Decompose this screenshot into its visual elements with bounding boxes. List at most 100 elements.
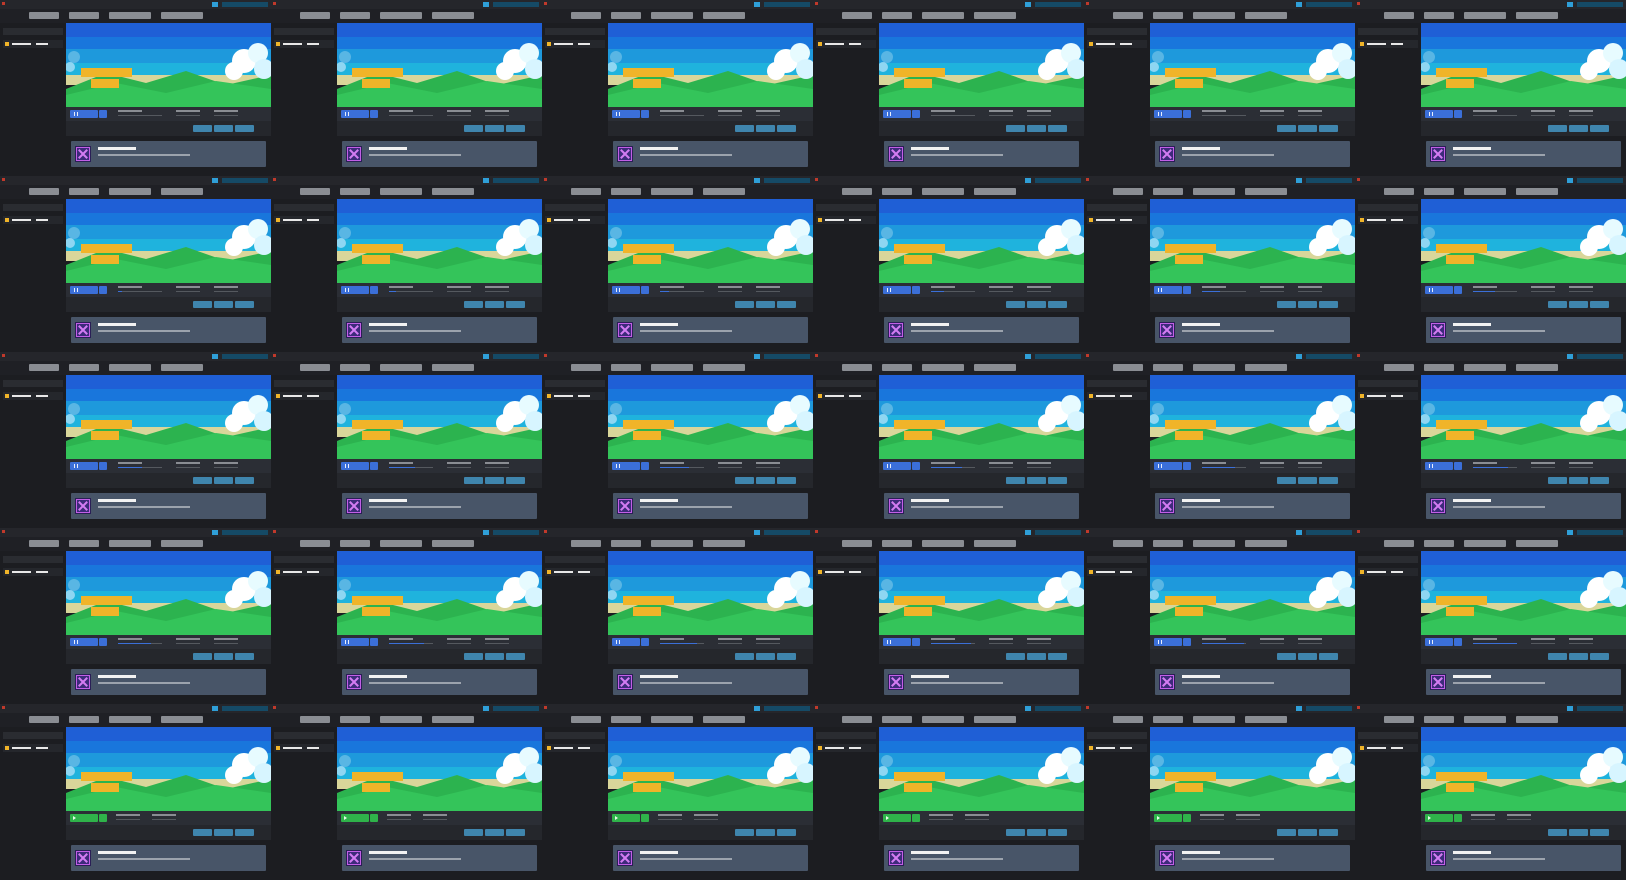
- stop-button[interactable]: [912, 638, 920, 646]
- nav-tab-3[interactable]: [922, 716, 964, 723]
- link-button-3[interactable]: [1319, 829, 1338, 836]
- library-search-input[interactable]: [816, 204, 876, 211]
- library-game-row[interactable]: [274, 216, 334, 224]
- stop-button[interactable]: [99, 462, 107, 470]
- close-dot-icon[interactable]: [815, 2, 818, 5]
- nav-tab-3[interactable]: [109, 188, 151, 195]
- stop-button[interactable]: [641, 110, 649, 118]
- link-button-3[interactable]: [1590, 301, 1609, 308]
- pause-button[interactable]: [1425, 638, 1453, 646]
- download-icon[interactable]: [483, 706, 489, 711]
- nav-tab-1[interactable]: [1113, 716, 1143, 723]
- nav-tab-4[interactable]: [161, 716, 203, 723]
- link-button-3[interactable]: [1319, 125, 1338, 132]
- nav-tab-1[interactable]: [29, 364, 59, 371]
- close-dot-icon[interactable]: [1086, 2, 1089, 5]
- link-button-3[interactable]: [235, 125, 254, 132]
- nav-tab-3[interactable]: [1193, 716, 1235, 723]
- nav-tab-2[interactable]: [1153, 364, 1183, 371]
- nav-tab-2[interactable]: [69, 364, 99, 371]
- play-button[interactable]: [1425, 814, 1453, 822]
- link-button-1[interactable]: [193, 653, 212, 660]
- nav-tab-1[interactable]: [571, 12, 601, 19]
- link-button-1[interactable]: [193, 301, 212, 308]
- close-dot-icon[interactable]: [544, 530, 547, 533]
- nav-tab-1[interactable]: [1384, 540, 1414, 547]
- nav-tab-2[interactable]: [611, 540, 641, 547]
- link-button-1[interactable]: [1006, 829, 1025, 836]
- stop-button[interactable]: [99, 286, 107, 294]
- nav-tab-4[interactable]: [1516, 716, 1558, 723]
- close-dot-icon[interactable]: [1086, 530, 1089, 533]
- library-search-input[interactable]: [545, 732, 605, 739]
- nav-tab-4[interactable]: [1245, 188, 1287, 195]
- nav-tab-1[interactable]: [29, 716, 59, 723]
- link-button-2[interactable]: [1027, 125, 1046, 132]
- link-button-1[interactable]: [1277, 125, 1296, 132]
- library-game-row[interactable]: [545, 40, 605, 48]
- pause-button[interactable]: [1425, 110, 1453, 118]
- nav-tab-4[interactable]: [974, 364, 1016, 371]
- link-button-3[interactable]: [506, 301, 525, 308]
- pause-button[interactable]: [1425, 286, 1453, 294]
- close-dot-icon[interactable]: [815, 178, 818, 181]
- nav-tab-4[interactable]: [974, 540, 1016, 547]
- nav-tab-3[interactable]: [922, 188, 964, 195]
- nav-tab-1[interactable]: [29, 540, 59, 547]
- stop-button[interactable]: [370, 462, 378, 470]
- link-button-3[interactable]: [1590, 829, 1609, 836]
- achievement-card[interactable]: [613, 317, 808, 343]
- link-button-2[interactable]: [756, 477, 775, 484]
- nav-tab-3[interactable]: [109, 716, 151, 723]
- library-search-input[interactable]: [3, 380, 63, 387]
- stop-button[interactable]: [912, 462, 920, 470]
- link-button-2[interactable]: [214, 301, 233, 308]
- link-button-3[interactable]: [235, 301, 254, 308]
- nav-tab-1[interactable]: [1384, 716, 1414, 723]
- library-search-input[interactable]: [274, 380, 334, 387]
- nav-tab-2[interactable]: [340, 12, 370, 19]
- library-search-input[interactable]: [816, 28, 876, 35]
- link-button-3[interactable]: [777, 829, 796, 836]
- download-icon[interactable]: [1296, 2, 1302, 7]
- stop-button[interactable]: [1183, 814, 1191, 822]
- nav-tab-1[interactable]: [842, 540, 872, 547]
- library-game-row[interactable]: [816, 392, 876, 400]
- nav-tab-1[interactable]: [29, 188, 59, 195]
- download-icon[interactable]: [1296, 178, 1302, 183]
- library-search-input[interactable]: [274, 556, 334, 563]
- achievement-card[interactable]: [71, 669, 266, 695]
- link-button-3[interactable]: [777, 125, 796, 132]
- link-button-3[interactable]: [235, 829, 254, 836]
- nav-tab-1[interactable]: [1113, 12, 1143, 19]
- link-button-3[interactable]: [777, 301, 796, 308]
- nav-tab-2[interactable]: [340, 716, 370, 723]
- stop-button[interactable]: [912, 286, 920, 294]
- stop-button[interactable]: [1454, 462, 1462, 470]
- stop-button[interactable]: [370, 110, 378, 118]
- download-icon[interactable]: [212, 2, 218, 7]
- nav-tab-3[interactable]: [651, 364, 693, 371]
- pause-button[interactable]: [883, 110, 911, 118]
- nav-tab-3[interactable]: [651, 716, 693, 723]
- library-search-input[interactable]: [3, 732, 63, 739]
- link-button-2[interactable]: [1027, 653, 1046, 660]
- library-game-row[interactable]: [274, 40, 334, 48]
- close-dot-icon[interactable]: [544, 2, 547, 5]
- nav-tab-2[interactable]: [882, 12, 912, 19]
- link-button-1[interactable]: [1548, 125, 1567, 132]
- library-game-row[interactable]: [1087, 40, 1147, 48]
- download-icon[interactable]: [212, 530, 218, 535]
- nav-tab-4[interactable]: [432, 716, 474, 723]
- library-search-input[interactable]: [3, 204, 63, 211]
- nav-tab-3[interactable]: [1193, 12, 1235, 19]
- stop-button[interactable]: [1454, 814, 1462, 822]
- nav-tab-2[interactable]: [1153, 716, 1183, 723]
- close-dot-icon[interactable]: [1357, 706, 1360, 709]
- link-button-3[interactable]: [506, 125, 525, 132]
- link-button-2[interactable]: [1569, 477, 1588, 484]
- achievement-card[interactable]: [613, 493, 808, 519]
- nav-tab-1[interactable]: [1384, 12, 1414, 19]
- close-dot-icon[interactable]: [273, 2, 276, 5]
- nav-tab-3[interactable]: [922, 12, 964, 19]
